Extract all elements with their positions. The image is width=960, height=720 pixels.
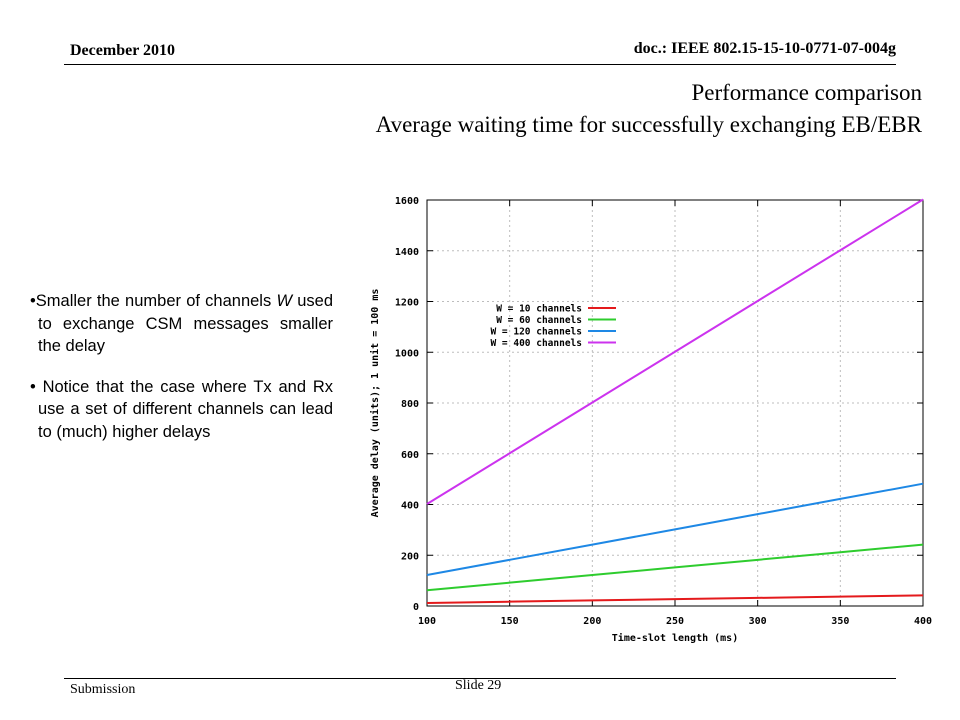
y-axis-label: Average delay (units); 1 unit = 100 ms (369, 289, 381, 518)
legend-label: W = 120 channels (490, 327, 582, 338)
bullet-item: •Smaller the number of channels W used t… (30, 292, 333, 355)
legend-label: W = 60 channels (496, 315, 582, 326)
footer-submission: Submission (70, 682, 136, 697)
y-tick-label: 800 (401, 399, 419, 410)
legend-label: W = 10 channels (496, 304, 582, 315)
bullet-item: • Notice that the case where Tx and Rx u… (30, 377, 333, 441)
footer-slide-number: Slide 29 (455, 678, 502, 693)
x-tick-label: 300 (749, 616, 767, 627)
x-tick-label: 100 (418, 616, 436, 627)
legend-label: W = 400 channels (490, 338, 582, 349)
y-tick-label: 1600 (395, 196, 419, 207)
y-tick-label: 600 (401, 450, 419, 461)
bullet-text: used to exchange CSM messages smaller th… (38, 292, 333, 355)
series-line-3 (426, 482, 924, 577)
header-doc-id: doc.: IEEE 802.15-15-10-0771-07-004g (633, 40, 896, 57)
y-tick-label: 400 (401, 501, 419, 512)
series-line-2 (426, 543, 924, 592)
slide-title: Performance comparison (691, 80, 922, 105)
x-axis-label: Time-slot length (ms) (612, 632, 738, 644)
chart-container: 100 150 200 250 300 350 400 0 200 400 600 800 1000 12… (356, 184, 942, 648)
x-tick-label: 400 (914, 616, 932, 627)
x-tick-label: 150 (501, 616, 519, 627)
bullet-text: Notice that the case where Tx and Rx use… (38, 377, 333, 441)
x-tick-label: 350 (831, 616, 849, 627)
header-date: December 2010 (70, 42, 175, 59)
delay-chart: 100 150 200 250 300 350 400 0 200 400 600 800 1000 12… (369, 196, 932, 644)
x-tick-label: 250 (666, 616, 684, 627)
y-tick-label: 0 (413, 602, 419, 613)
y-tick-label: 1200 (395, 298, 419, 309)
bullet-list: •Smaller the number of channels W used t… (28, 290, 333, 461)
bullet-text: Smaller the number of channels (35, 292, 277, 310)
series-line-4 (426, 198, 924, 505)
y-tick-label: 1000 (395, 348, 419, 359)
y-tick-label: 1400 (395, 247, 419, 258)
y-tick-label: 200 (401, 551, 419, 562)
footer-divider (64, 678, 896, 679)
x-tick-label: 200 (583, 616, 601, 627)
slide-subtitle: Average waiting time for successfully ex… (375, 112, 922, 137)
header-divider (64, 64, 896, 65)
series-line-1 (426, 594, 924, 604)
bullet-variable: W (276, 292, 293, 310)
